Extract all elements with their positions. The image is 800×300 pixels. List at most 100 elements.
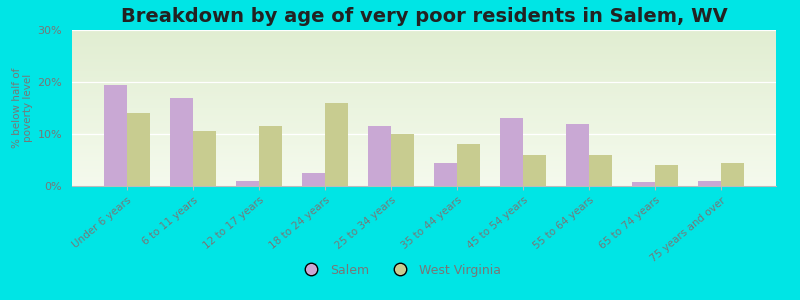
Bar xyxy=(72,140,776,141)
Bar xyxy=(72,82,776,83)
Bar xyxy=(72,175,776,176)
Bar xyxy=(72,164,776,165)
Bar xyxy=(72,145,776,146)
Bar xyxy=(72,64,776,65)
Bar xyxy=(72,35,776,36)
Bar xyxy=(72,70,776,71)
Bar xyxy=(72,137,776,138)
Bar xyxy=(72,179,776,180)
Bar xyxy=(72,100,776,101)
Bar xyxy=(72,153,776,154)
Bar xyxy=(72,106,776,107)
Bar xyxy=(72,159,776,160)
Bar xyxy=(72,126,776,127)
Bar xyxy=(72,124,776,125)
Bar xyxy=(72,130,776,131)
Bar xyxy=(325,103,348,186)
Bar xyxy=(72,121,776,122)
Bar xyxy=(72,94,776,95)
Bar xyxy=(72,84,776,85)
Bar xyxy=(72,74,776,75)
Bar xyxy=(72,33,776,34)
Bar xyxy=(72,118,776,119)
Bar xyxy=(72,39,776,40)
Bar xyxy=(72,178,776,179)
Bar xyxy=(72,157,776,158)
Bar xyxy=(72,73,776,74)
Bar xyxy=(72,42,776,43)
Bar xyxy=(72,104,776,105)
Bar xyxy=(72,156,776,157)
Bar xyxy=(72,160,776,161)
Bar xyxy=(236,181,259,186)
Bar xyxy=(72,150,776,151)
Bar xyxy=(72,81,776,82)
Bar xyxy=(72,79,776,80)
Bar xyxy=(72,43,776,44)
Bar xyxy=(72,152,776,153)
Bar xyxy=(72,48,776,49)
Bar xyxy=(368,126,391,186)
Bar xyxy=(72,97,776,98)
Bar xyxy=(72,65,776,66)
Bar xyxy=(72,119,776,120)
Bar xyxy=(72,163,776,164)
Bar xyxy=(72,168,776,169)
Bar xyxy=(72,98,776,99)
Bar xyxy=(72,51,776,52)
Bar xyxy=(104,85,127,186)
Bar xyxy=(72,89,776,90)
Bar xyxy=(72,54,776,55)
Bar xyxy=(72,116,776,117)
Bar xyxy=(72,78,776,79)
Bar xyxy=(72,181,776,182)
Bar xyxy=(72,34,776,35)
Legend: Salem, West Virginia: Salem, West Virginia xyxy=(294,259,506,282)
Bar xyxy=(523,155,546,186)
Bar xyxy=(72,56,776,57)
Bar xyxy=(72,49,776,50)
Bar xyxy=(72,146,776,147)
Bar xyxy=(72,71,776,72)
Bar xyxy=(72,46,776,47)
Bar xyxy=(72,60,776,61)
Bar xyxy=(72,53,776,54)
Bar xyxy=(72,103,776,104)
Bar xyxy=(72,144,776,145)
Bar xyxy=(72,69,776,70)
Bar xyxy=(72,171,776,172)
Bar xyxy=(193,131,216,186)
Bar xyxy=(72,80,776,81)
Bar xyxy=(72,58,776,59)
Bar xyxy=(72,38,776,39)
Bar xyxy=(72,85,776,86)
Bar xyxy=(72,57,776,58)
Bar xyxy=(589,155,612,186)
Bar xyxy=(457,144,480,186)
Bar xyxy=(72,83,776,84)
Bar xyxy=(72,108,776,109)
Bar xyxy=(72,52,776,53)
Bar xyxy=(72,105,776,106)
Bar xyxy=(72,88,776,89)
Bar xyxy=(72,55,776,56)
Bar xyxy=(72,113,776,114)
Bar xyxy=(72,185,776,186)
Bar xyxy=(72,147,776,148)
Bar xyxy=(72,75,776,76)
Bar xyxy=(721,163,744,186)
Bar xyxy=(72,183,776,184)
Bar xyxy=(72,62,776,63)
Bar xyxy=(72,40,776,41)
Bar xyxy=(72,123,776,124)
Bar xyxy=(72,184,776,185)
Bar xyxy=(72,177,776,178)
Bar xyxy=(72,37,776,38)
Bar xyxy=(72,158,776,159)
Y-axis label: % below half of
poverty level: % below half of poverty level xyxy=(12,68,34,148)
Bar xyxy=(72,143,776,144)
Bar xyxy=(72,169,776,170)
Bar xyxy=(500,118,523,186)
Bar xyxy=(72,63,776,64)
Bar xyxy=(72,180,776,181)
